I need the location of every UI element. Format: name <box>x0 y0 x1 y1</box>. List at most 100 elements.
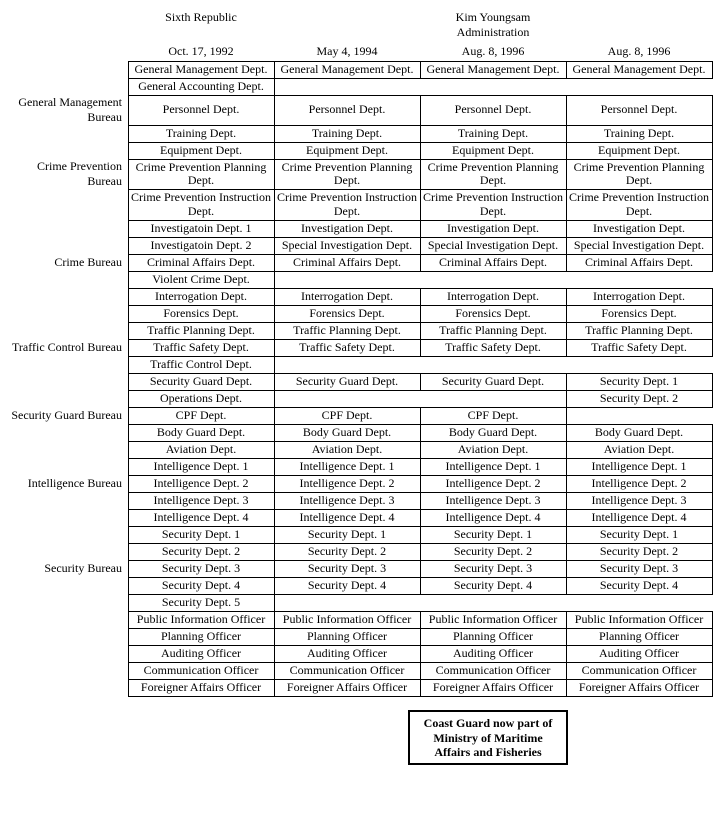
table-cell: Security Dept. 2 <box>128 543 275 561</box>
table-cell: Auditing Officer <box>420 645 567 663</box>
row-cells: Planning OfficerPlanning OfficerPlanning… <box>128 628 712 645</box>
table-cell: Crime Prevention Instruction Dept. <box>420 189 567 221</box>
table-row: Interrogation Dept.Interrogation Dept.In… <box>8 288 712 305</box>
table-row: General Accounting Dept. <box>8 78 712 95</box>
table-cell: Security Dept. 3 <box>274 560 421 578</box>
table-cell: Intelligence Dept. 2 <box>566 475 713 493</box>
table-cell: Foreigner Affairs Officer <box>566 679 713 697</box>
table-cell: Intelligence Dept. 4 <box>274 509 421 527</box>
table-row: Traffic Control BureauTraffic Safety Dep… <box>8 339 712 356</box>
table-row: Public Information OfficerPublic Informa… <box>8 611 712 628</box>
table-cell: Foreigner Affairs Officer <box>274 679 421 697</box>
table-cell <box>274 594 421 612</box>
table-cell: Auditing Officer <box>274 645 421 663</box>
row-cells: Aviation Dept.Aviation Dept.Aviation Dep… <box>128 441 712 458</box>
table-row: Forensics Dept.Forensics Dept.Forensics … <box>8 305 712 322</box>
row-label <box>8 305 128 322</box>
row-cells: Auditing OfficerAuditing OfficerAuditing… <box>128 645 712 662</box>
table-cell: Body Guard Dept. <box>566 424 713 442</box>
row-cells: General Management Dept. General Manageme… <box>128 61 712 78</box>
table-row: Training Dept.Training Dept.Training Dep… <box>8 125 712 142</box>
table-row: General Management Dept. General Manageme… <box>8 61 712 78</box>
table-cell: Traffic Safety Dept. <box>420 339 567 357</box>
table-cell: Planning Officer <box>566 628 713 646</box>
table-cell: Investigatoin Dept. 2 <box>128 237 275 255</box>
table-cell: Security Dept. 1 <box>274 526 421 544</box>
row-cells: Body Guard Dept.Body Guard Dept.Body Gua… <box>128 424 712 441</box>
row-cells: Security Dept. 3Security Dept. 3Security… <box>128 560 712 577</box>
table-cell: Foreigner Affairs Officer <box>420 679 567 697</box>
table-cell: Intelligence Dept. 3 <box>566 492 713 510</box>
row-label <box>8 190 128 221</box>
table-cell <box>566 271 713 289</box>
table-cell: Special Investigation Dept. <box>274 237 421 255</box>
table-cell: Planning Officer <box>128 628 275 646</box>
table-cell: CPF Dept. <box>420 407 567 425</box>
header-dates: Oct. 17, 1992 May 4, 1994 Aug. 8, 1996 A… <box>8 42 712 61</box>
table-cell: Security Dept. 4 <box>274 577 421 595</box>
row-label <box>8 594 128 611</box>
header-group-1 <box>274 8 420 42</box>
table-cell: Traffic Planning Dept. <box>128 322 275 340</box>
table-row: Crime Prevention Instruction Dept.Crime … <box>8 190 712 221</box>
table-cell: Special Investigation Dept. <box>566 237 713 255</box>
row-cells: Intelligence Dept. 4Intelligence Dept. 4… <box>128 509 712 526</box>
table-cell <box>566 78 713 96</box>
table-row: Security BureauSecurity Dept. 3Security … <box>8 560 712 577</box>
row-label <box>8 628 128 645</box>
table-row: Auditing OfficerAuditing OfficerAuditing… <box>8 645 712 662</box>
table-cell: Criminal Affairs Dept. <box>420 254 567 272</box>
table-cell: Aviation Dept. <box>566 441 713 459</box>
table-cell: Investigation Dept. <box>566 220 713 238</box>
table-body: General Management Dept.General Manageme… <box>8 61 712 696</box>
table-cell: Intelligence Dept. 3 <box>274 492 421 510</box>
header-date-3: Aug. 8, 1996 <box>566 42 712 61</box>
table-cell: General Management Dept. <box>128 61 275 79</box>
row-cells: Interrogation Dept.Interrogation Dept.In… <box>128 288 712 305</box>
header-date-1: May 4, 1994 <box>274 42 420 61</box>
row-cells: Investigatoin Dept. 2Special Investigati… <box>128 237 712 254</box>
row-label <box>8 271 128 288</box>
row-label <box>8 356 128 373</box>
table-cell: Foreigner Affairs Officer <box>128 679 275 697</box>
table-cell: Intelligence Dept. 2 <box>420 475 567 493</box>
table-cell: Public Information Officer <box>128 611 275 629</box>
table-cell: Security Dept. 3 <box>566 560 713 578</box>
table-cell <box>420 356 567 374</box>
row-label <box>8 288 128 305</box>
table-cell: Personnel Dept. <box>274 95 421 126</box>
table-cell: Security Dept. 3 <box>420 560 567 578</box>
table-cell: Security Dept. 2 <box>274 543 421 561</box>
table-cell: Intelligence Dept. 4 <box>420 509 567 527</box>
row-label <box>8 220 128 237</box>
row-label <box>8 509 128 526</box>
row-label: General Management Bureau <box>8 95 128 125</box>
table-cell: Intelligence Dept. 1 <box>566 458 713 476</box>
table-cell: Traffic Safety Dept. <box>566 339 713 357</box>
header-group-0: Sixth Republic <box>128 8 274 42</box>
table-cell: Forensics Dept. <box>566 305 713 323</box>
row-cells: General Accounting Dept. <box>128 78 712 95</box>
table-row: Communication OfficerCommunication Offic… <box>8 662 712 679</box>
table-cell: Interrogation Dept. <box>128 288 275 306</box>
table-cell: Communication Officer <box>566 662 713 680</box>
table-cell: Security Guard Dept. <box>128 373 275 391</box>
table-cell: Intelligence Dept. 1 <box>420 458 567 476</box>
row-label <box>8 577 128 594</box>
table-cell: Auditing Officer <box>566 645 713 663</box>
table-cell: Training Dept. <box>274 125 421 143</box>
row-label <box>8 543 128 560</box>
header-spacer <box>8 42 128 61</box>
table-cell: Aviation Dept. <box>420 441 567 459</box>
table-cell: Security Dept. 1 <box>566 526 713 544</box>
table-cell: Security Dept. 5 <box>128 594 275 612</box>
row-label: Security Bureau <box>8 560 128 577</box>
table-row: Equipment Dept.Equipment Dept.Equipment … <box>8 142 712 159</box>
row-label <box>8 237 128 254</box>
table-cell <box>420 271 567 289</box>
table-cell: Traffic Planning Dept. <box>566 322 713 340</box>
table-cell: General Management Dept. <box>420 61 567 79</box>
table-cell: Training Dept. <box>420 125 567 143</box>
table-cell: Crime Prevention Planning Dept. <box>128 159 275 191</box>
table-cell: Intelligence Dept. 2 <box>274 475 421 493</box>
